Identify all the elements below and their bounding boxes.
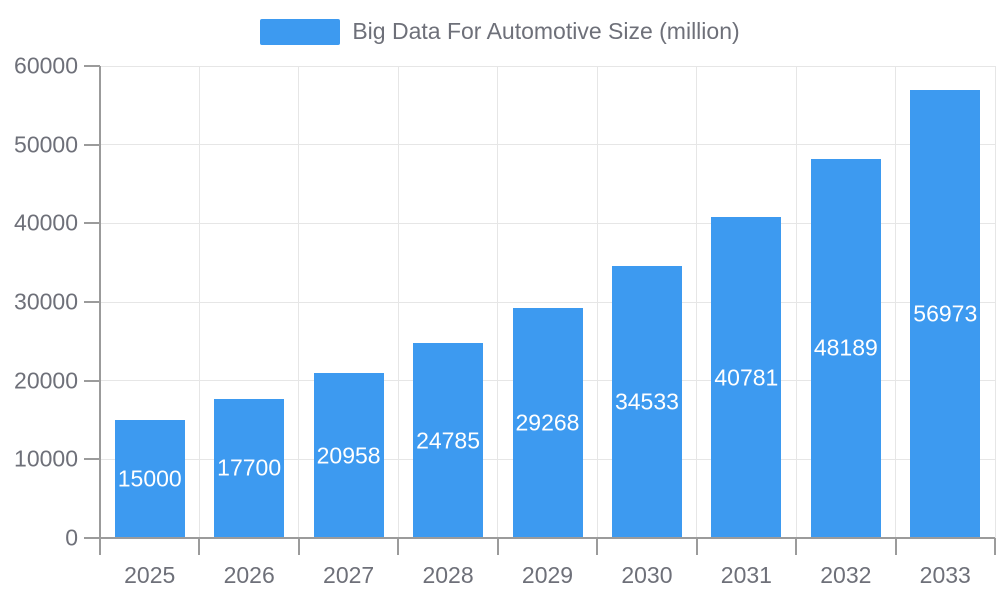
y-axis-tick-label: 30000 [14, 288, 78, 315]
legend-item[interactable]: Big Data For Automotive Size (million) [0, 18, 1000, 45]
y-axis-tick [84, 379, 100, 382]
bar-value-label: 40781 [714, 364, 779, 391]
v-gridline [795, 66, 797, 538]
v-gridline [298, 66, 300, 538]
x-axis-tick-label: 2030 [621, 562, 673, 588]
y-axis-tick [84, 537, 100, 539]
x-axis-tick [297, 538, 300, 555]
v-gridline [696, 66, 698, 538]
x-axis-tick [894, 538, 897, 555]
h-gridline [100, 65, 995, 67]
y-axis-tick-label: 0 [65, 524, 78, 551]
y-axis-tick-label: 10000 [14, 445, 78, 472]
v-gridline [397, 66, 399, 538]
x-axis-tick-label: 2028 [422, 562, 474, 588]
y-axis-tick [84, 65, 100, 67]
x-axis-tick-label: 2033 [919, 562, 971, 588]
v-gridline [596, 66, 598, 538]
x-axis-tick-label: 2025 [124, 562, 176, 588]
bar-2025[interactable] [114, 420, 185, 538]
bar-value-label: 48189 [813, 334, 878, 361]
x-axis-tick-label: 2029 [521, 562, 574, 588]
bar-value-label: 15000 [117, 465, 182, 492]
x-axis-tick [695, 538, 698, 555]
legend-swatch-icon [260, 18, 341, 45]
bar-2033[interactable] [910, 89, 981, 538]
x-axis-tick [496, 538, 499, 555]
x-axis-tick-label: 2027 [323, 562, 375, 588]
h-gridline [100, 301, 995, 303]
bar-2027[interactable] [313, 373, 384, 538]
bar-value-label: 56973 [913, 300, 978, 327]
y-axis-tick-label: 40000 [14, 209, 78, 236]
x-axis-line [100, 537, 995, 539]
bar-value-label: 17700 [217, 454, 282, 481]
v-gridline [895, 66, 897, 538]
x-axis-tick-label: 2026 [223, 562, 275, 588]
x-axis-tick [198, 538, 201, 555]
y-axis-tick [84, 458, 100, 461]
bar-2031[interactable] [711, 217, 782, 538]
h-gridline [100, 222, 995, 224]
v-gridline [198, 66, 200, 538]
bar-value-label: 24785 [416, 427, 481, 453]
x-axis-tick [994, 538, 996, 555]
x-axis-tick [596, 538, 599, 555]
y-axis-tick [84, 222, 100, 225]
x-axis-tick-label: 2031 [720, 562, 772, 588]
bar-value-label: 34533 [614, 388, 679, 415]
bar-value-label: 20958 [316, 442, 381, 469]
x-axis-tick [795, 538, 798, 555]
y-axis-tick-label: 60000 [14, 52, 78, 79]
x-axis-tick-label: 2032 [820, 562, 872, 588]
v-gridline [994, 66, 996, 538]
y-axis-tick [84, 143, 100, 146]
y-axis-tick-label: 20000 [14, 367, 78, 394]
x-axis-tick [397, 538, 400, 555]
bar-2026[interactable] [214, 398, 285, 538]
bar-2029[interactable] [512, 307, 583, 538]
y-axis-line [99, 66, 101, 555]
bar-2028[interactable] [413, 343, 484, 538]
h-gridline [100, 144, 995, 146]
legend-label: Big Data For Automotive Size (million) [352, 18, 740, 44]
bar-2032[interactable] [810, 158, 881, 538]
bar-value-label: 29268 [515, 409, 580, 436]
bar-2030[interactable] [611, 266, 682, 538]
y-axis-tick [84, 301, 100, 303]
y-axis-tick-label: 50000 [14, 131, 78, 158]
v-gridline [497, 66, 499, 538]
